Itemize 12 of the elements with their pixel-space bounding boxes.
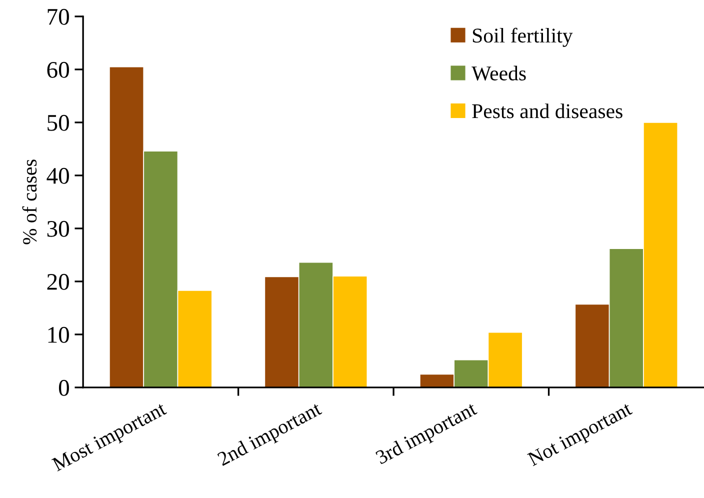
y-tick-label: 50 [48, 114, 69, 131]
y-tick-label: 60 [47, 62, 69, 78]
legend-label: Soil fertility [472, 28, 573, 47]
y-tick-label: 20 [47, 274, 69, 290]
legend-label: Weeds [472, 66, 526, 81]
y-tick-label: 40 [46, 168, 69, 184]
y-tick-label: 30 [47, 220, 69, 237]
y-tick-label: 70 [48, 8, 69, 25]
y-tick-label: 10 [48, 326, 69, 343]
y-axis-title: % of cases [22, 160, 37, 244]
legend-label: Pests and diseases [472, 104, 622, 118]
y-tick-label: 0 [58, 380, 69, 396]
